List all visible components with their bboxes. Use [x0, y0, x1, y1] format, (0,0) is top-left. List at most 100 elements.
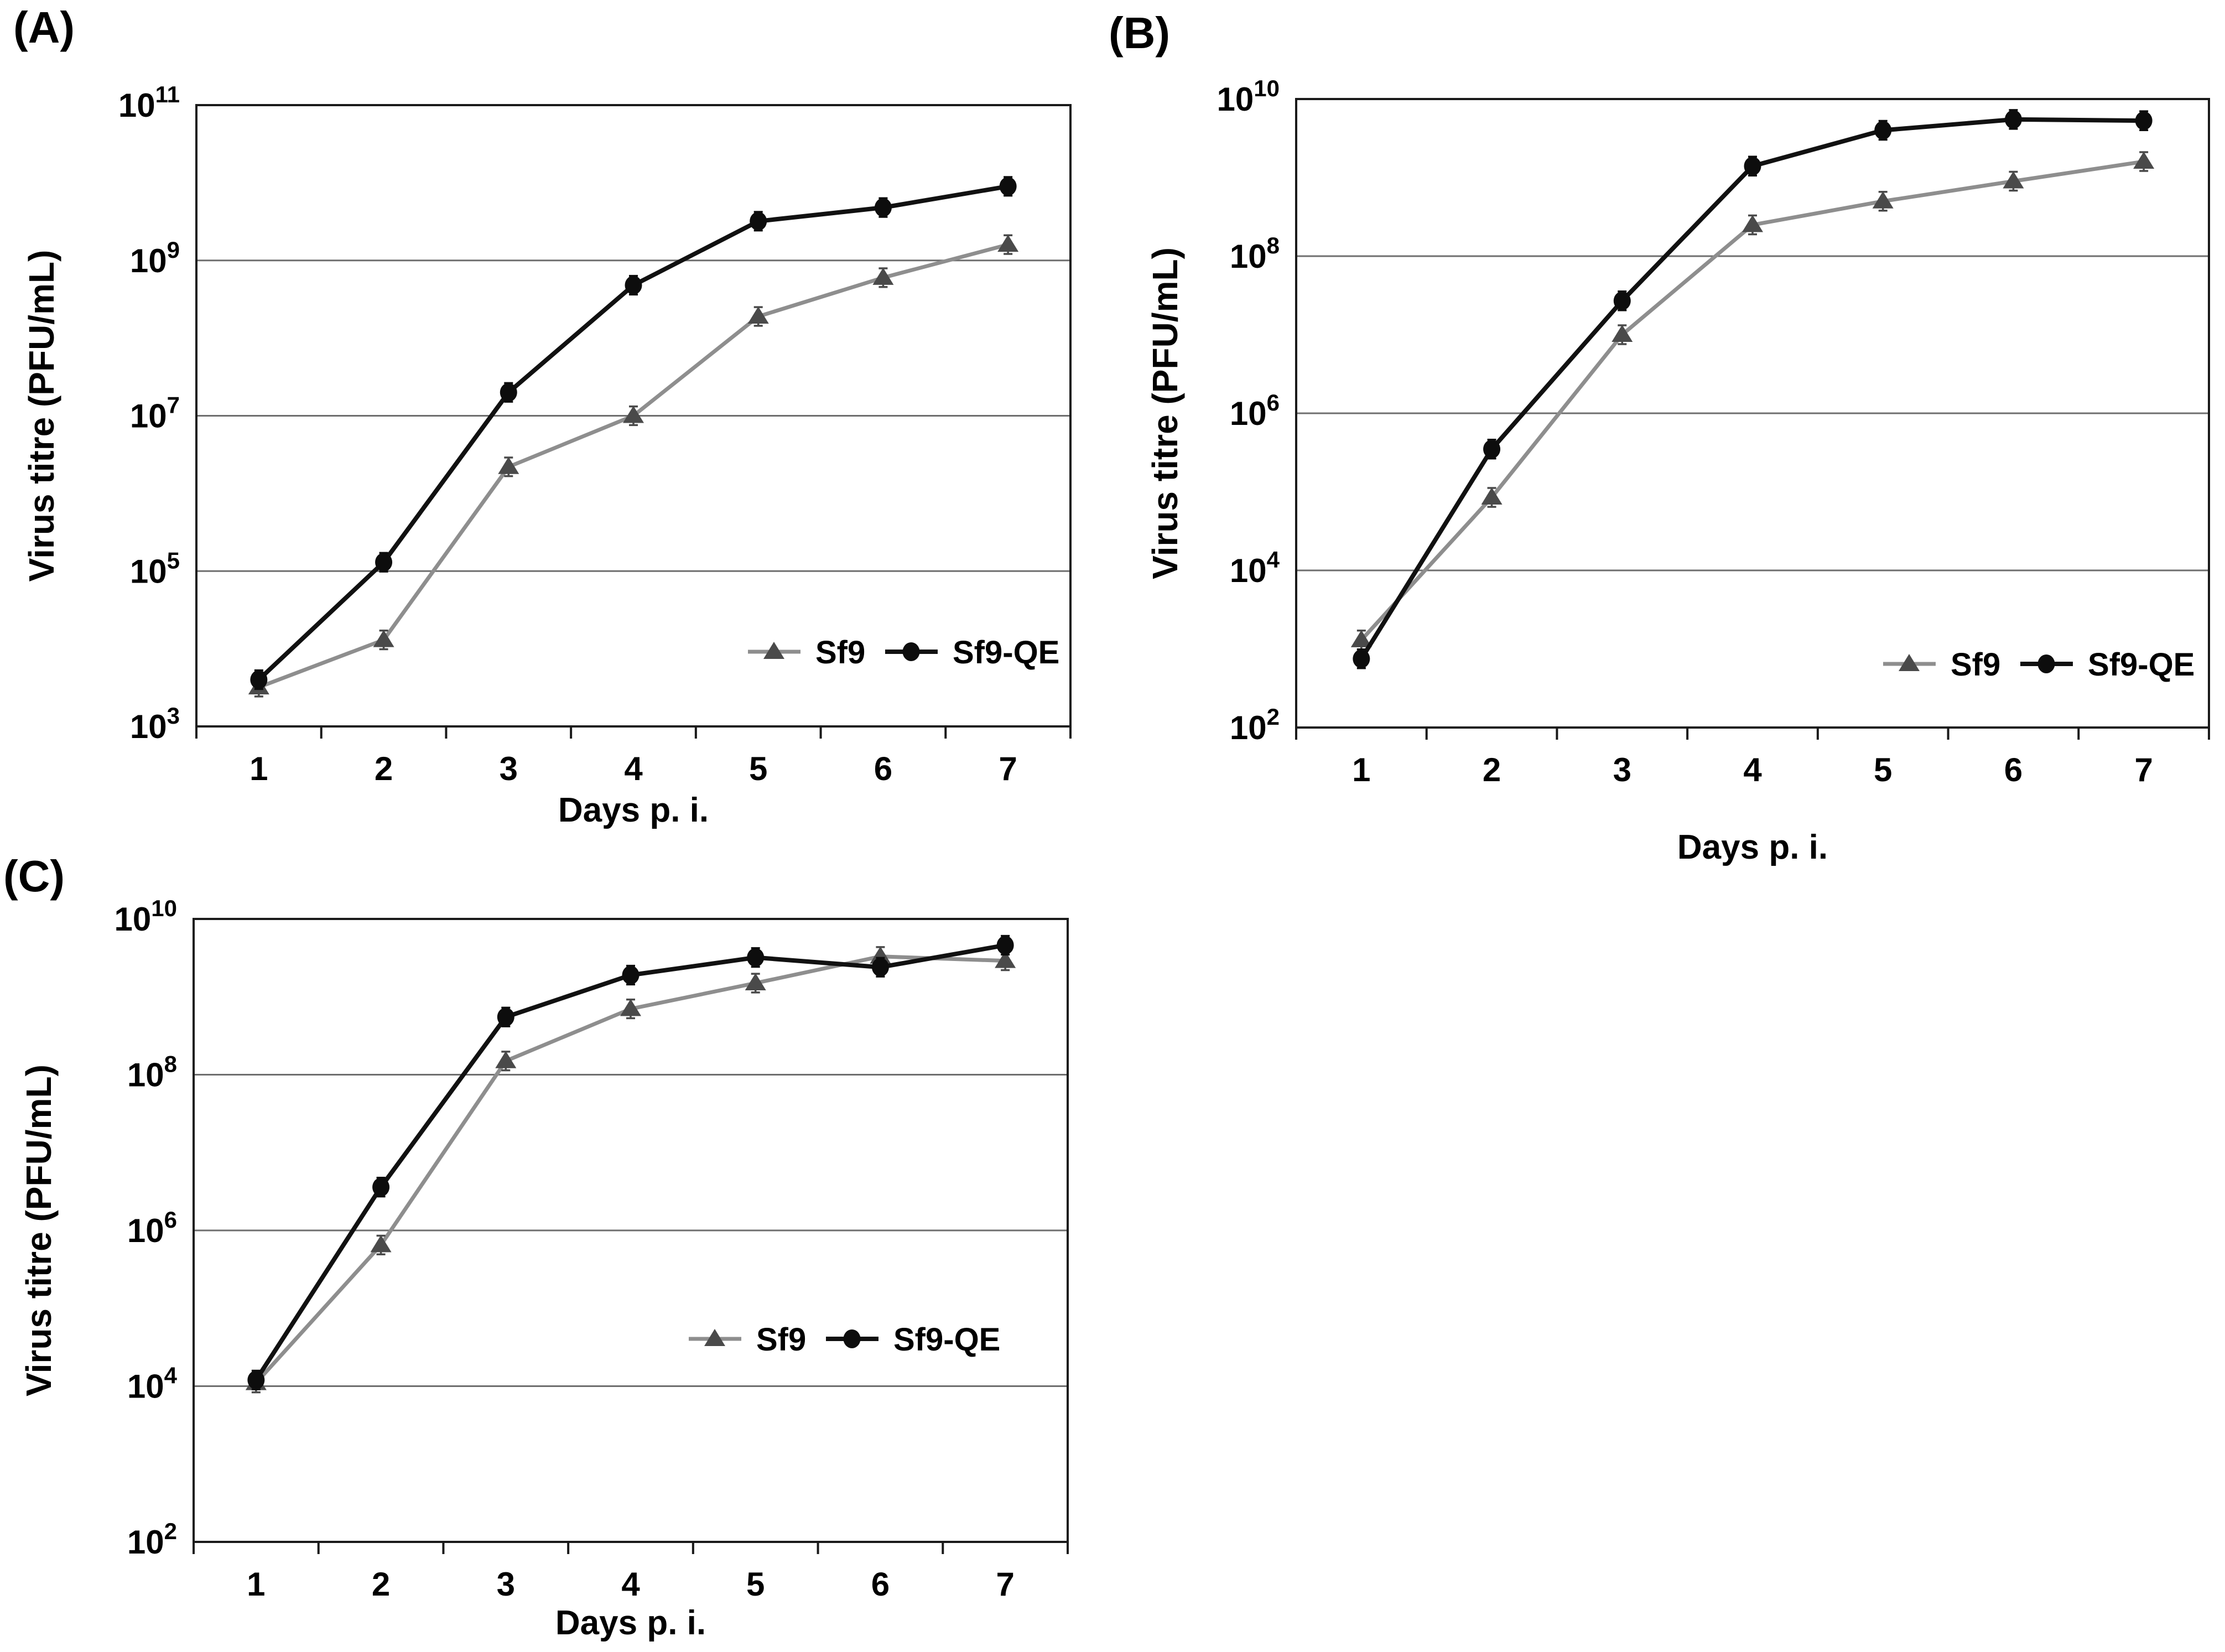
- legend-circle-icon: [2037, 654, 2055, 673]
- sf9qe-marker: [1353, 649, 1370, 668]
- x-tick-label: 2: [1483, 751, 1501, 788]
- x-tick-label: 4: [624, 750, 643, 787]
- x-axis-title: Days p. i.: [555, 1604, 706, 1642]
- series-line: [254, 954, 1006, 1385]
- y-tick-label: 1010: [115, 895, 177, 938]
- sf9-marker: [747, 306, 769, 324]
- series-sf9-qe: [247, 934, 1014, 1390]
- y-tick-label: 104: [1230, 547, 1280, 589]
- panel-c-letter: (C): [3, 851, 65, 901]
- y-axis-title: Virus titre (PFU/mL): [19, 1064, 59, 1396]
- x-tick-label: 7: [996, 1566, 1014, 1603]
- y-tick-label: 1010: [1217, 75, 1280, 118]
- x-tick-label: 6: [2004, 751, 2023, 788]
- sf9-marker: [870, 946, 891, 964]
- x-tick-label: 6: [874, 750, 892, 787]
- legend-label: Sf9-QE: [2088, 647, 2195, 683]
- sf9-marker: [495, 1051, 517, 1068]
- sf9qe-marker: [999, 176, 1017, 196]
- growth-curve-chart-a: 103 105 107 109 1011 1 2 3 4 5 6 7 Days p. i. Virus t…: [22, 81, 1072, 829]
- sf9qe-marker: [2135, 111, 2153, 131]
- sf9qe-marker: [747, 948, 765, 967]
- series-sf9: [1350, 151, 2155, 651]
- sf9qe-marker: [2004, 110, 2022, 129]
- sf9-marker: [745, 973, 766, 990]
- x-tick-label: 3: [1613, 751, 1631, 788]
- y-tick-labels: 102 104 106 108 1010: [115, 895, 178, 1561]
- y-tick-label: 102: [127, 1518, 177, 1561]
- x-tick-labels: 1 2 3 4 5 6 7: [1352, 751, 2153, 788]
- legend-triangle-icon: [1899, 654, 1920, 671]
- y-tick-label: 106: [127, 1207, 177, 1249]
- sf9qe-marker: [996, 936, 1014, 955]
- y-tick-label: 106: [1230, 389, 1280, 432]
- x-tick-label: 4: [1743, 751, 1762, 788]
- x-axis-title: Days p. i.: [1677, 828, 1828, 866]
- x-tick-label: 5: [749, 750, 767, 787]
- y-tick-label: 107: [130, 392, 180, 435]
- legend-circle-icon: [843, 1329, 861, 1348]
- legend-label: Sf9: [815, 635, 865, 671]
- plot-border: [1295, 98, 2210, 729]
- x-tick-label: 1: [247, 1566, 265, 1603]
- x-tick-label: 7: [2134, 751, 2153, 788]
- sf9qe-marker: [622, 965, 640, 985]
- legend-item-sf9-qe: Sf9-QE: [885, 635, 1059, 671]
- x-tick-label: 5: [1874, 751, 1892, 788]
- legend-item-sf9: Sf9: [689, 1322, 806, 1358]
- legend-item-sf9-qe: Sf9-QE: [2020, 647, 2195, 683]
- sf9-marker: [2133, 152, 2155, 169]
- legend-triangle-icon: [704, 1329, 725, 1346]
- y-axis-title: Virus titre (PFU/mL): [22, 250, 61, 582]
- x-tick-label: 4: [621, 1566, 640, 1603]
- sf9qe-marker: [497, 1007, 514, 1027]
- sf9-marker: [620, 999, 641, 1016]
- sf9qe-marker: [375, 553, 393, 572]
- sf9qe-marker: [874, 198, 892, 217]
- y-tick-label: 108: [1230, 232, 1280, 275]
- x-tick-labels: 1 2 3 4 5 6 7: [249, 750, 1017, 787]
- legend-item-sf9: Sf9: [748, 635, 865, 671]
- legend: Sf9 Sf9-QE: [1883, 647, 2195, 683]
- legend-label: Sf9-QE: [893, 1322, 1000, 1358]
- y-axis-title: Virus titre (PFU/mL): [1145, 247, 1185, 579]
- panel-a-letter: (A): [13, 3, 75, 52]
- sf9qe-marker: [500, 383, 517, 402]
- sf9-marker: [370, 1235, 392, 1253]
- x-axis-title: Days p. i.: [558, 791, 709, 829]
- legend-triangle-icon: [763, 642, 784, 659]
- sf9qe-marker: [1874, 121, 1892, 140]
- growth-curve-chart-c: 102 104 106 108 1010 1 2 3 4 5 6 7 Days p. i. Virus t…: [19, 895, 1069, 1642]
- x-tick-label: 7: [999, 750, 1017, 787]
- y-tick-label: 102: [1230, 704, 1280, 746]
- series-line: [258, 242, 1009, 689]
- series-sf9-qe: [250, 176, 1017, 690]
- legend-label: Sf9-QE: [953, 635, 1059, 671]
- series-sf9-qe: [1353, 109, 2153, 669]
- plot-border: [193, 918, 1069, 1543]
- x-tick-label: 3: [500, 750, 518, 787]
- x-tick-label: 1: [1352, 751, 1370, 788]
- legend-item-sf9-qe: Sf9-QE: [826, 1322, 1000, 1358]
- sf9qe-marker: [750, 211, 767, 231]
- sf9-marker: [1611, 325, 1633, 342]
- sf9qe-marker: [1613, 291, 1631, 310]
- sf9-marker: [872, 267, 894, 285]
- sf9qe-marker: [250, 670, 268, 689]
- legend-label: Sf9: [1951, 647, 2000, 683]
- sf9qe-marker: [625, 276, 642, 295]
- y-tick-label: 104: [127, 1363, 178, 1405]
- sf9qe-marker: [372, 1177, 390, 1197]
- panel-b-letter: (B): [1109, 8, 1171, 58]
- legend-circle-icon: [902, 642, 920, 661]
- sf9-marker: [373, 630, 394, 647]
- x-tick-label: 3: [497, 1566, 515, 1603]
- y-tick-label: 105: [130, 547, 180, 590]
- sf9qe-marker: [247, 1370, 265, 1390]
- legend: Sf9 Sf9-QE: [689, 1322, 1000, 1358]
- x-tick-label: 1: [249, 750, 268, 787]
- legend-item-sf9: Sf9: [1883, 647, 2000, 683]
- sf9-marker: [1350, 630, 1372, 647]
- sf9-marker: [1742, 215, 1763, 232]
